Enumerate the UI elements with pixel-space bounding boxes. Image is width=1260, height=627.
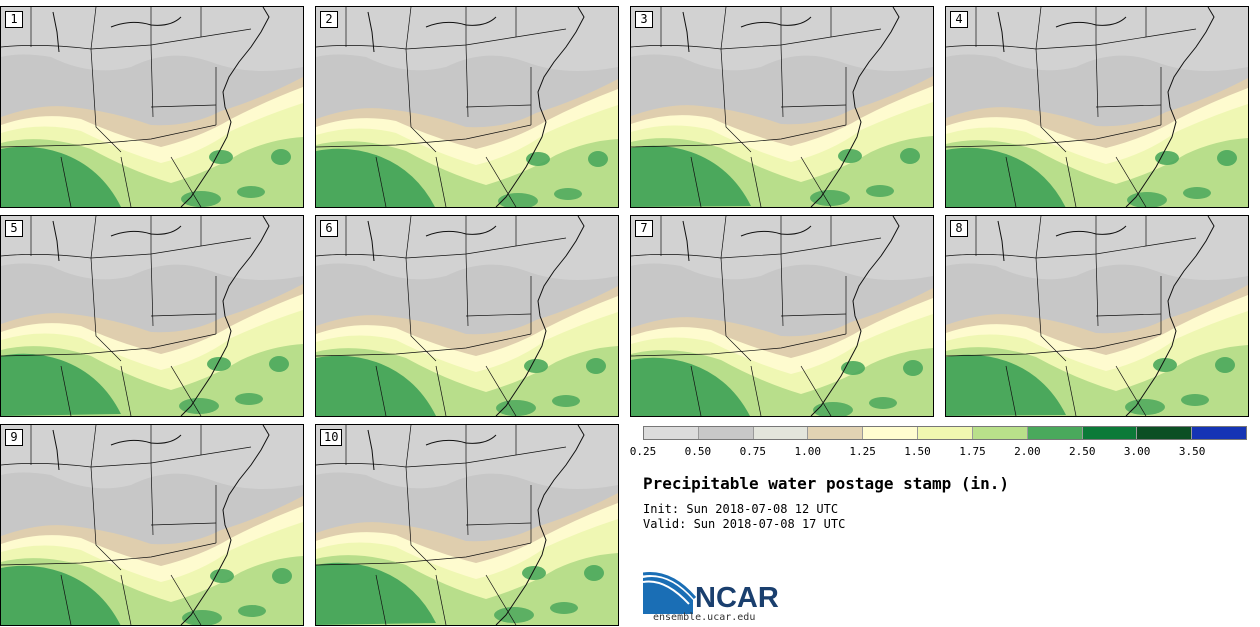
valid-time: Valid: Sun 2018-07-08 17 UTC bbox=[643, 517, 846, 531]
map-panel: 5 bbox=[0, 215, 304, 417]
map-panel: 8 bbox=[945, 215, 1249, 417]
member-number: 9 bbox=[5, 429, 23, 446]
colorbar-segment bbox=[1082, 427, 1138, 439]
colorbar-labels: 0.25 0.50 0.75 1.00 1.25 1.50 1.75 2.00 2.50 3.00… bbox=[630, 445, 1230, 459]
map-panel: 2 bbox=[315, 6, 619, 208]
colorbar-tick-label: 3.50 bbox=[1178, 445, 1206, 458]
colorbar-segment bbox=[808, 427, 864, 439]
map-panel: 1 bbox=[0, 6, 304, 208]
colorbar-tick-label: 1.50 bbox=[904, 445, 931, 458]
colorbar-tick-label: 2.00 bbox=[1014, 445, 1041, 458]
colorbar-segment bbox=[1192, 427, 1246, 439]
map-panel: 9 bbox=[0, 424, 304, 626]
logo-url: ensemble.ucar.edu bbox=[653, 612, 756, 623]
colorbar-segment bbox=[1027, 427, 1083, 439]
figure-title: Precipitable water postage stamp (in.) bbox=[643, 474, 1010, 493]
member-number: 6 bbox=[320, 220, 338, 237]
colorbar-tick-label: 0.75 bbox=[739, 445, 767, 458]
colorbar-segment bbox=[863, 427, 919, 439]
colorbar-tick-label: 0.50 bbox=[684, 445, 712, 458]
colorbar-segment bbox=[644, 427, 699, 439]
member-number: 5 bbox=[5, 220, 23, 237]
member-number: 4 bbox=[950, 11, 968, 28]
member-number: 7 bbox=[635, 220, 653, 237]
colorbar-tick-label: 3.00 bbox=[1123, 445, 1151, 458]
member-number: 1 bbox=[5, 11, 23, 28]
colorbar bbox=[643, 426, 1247, 440]
colorbar-tick-label: 1.00 bbox=[794, 445, 821, 458]
colorbar-tick-label: 0.25 bbox=[629, 445, 657, 458]
map-panel: 4 bbox=[945, 6, 1249, 208]
colorbar-segment bbox=[698, 427, 754, 439]
member-number: 3 bbox=[635, 11, 653, 28]
logo-text: NCAR bbox=[695, 582, 779, 614]
colorbar-tick-label: 2.50 bbox=[1069, 445, 1096, 458]
init-time: Init: Sun 2018-07-08 12 UTC bbox=[643, 502, 839, 516]
map-panel: 10 bbox=[315, 424, 619, 626]
colorbar-tick-label: 1.25 bbox=[849, 445, 876, 458]
colorbar-segment bbox=[918, 427, 973, 439]
colorbar-segment bbox=[972, 427, 1028, 439]
member-number: 10 bbox=[320, 429, 343, 446]
map-panel: 7 bbox=[630, 215, 934, 417]
map-panel: 3 bbox=[630, 6, 934, 208]
map-panel: 6 bbox=[315, 215, 619, 417]
colorbar-segment bbox=[753, 427, 809, 439]
colorbar-tick-label: 1.75 bbox=[959, 445, 986, 458]
ncar-logo-icon bbox=[643, 572, 697, 614]
member-number: 2 bbox=[320, 11, 338, 28]
member-number: 8 bbox=[950, 220, 968, 237]
colorbar-segment bbox=[1137, 427, 1193, 439]
